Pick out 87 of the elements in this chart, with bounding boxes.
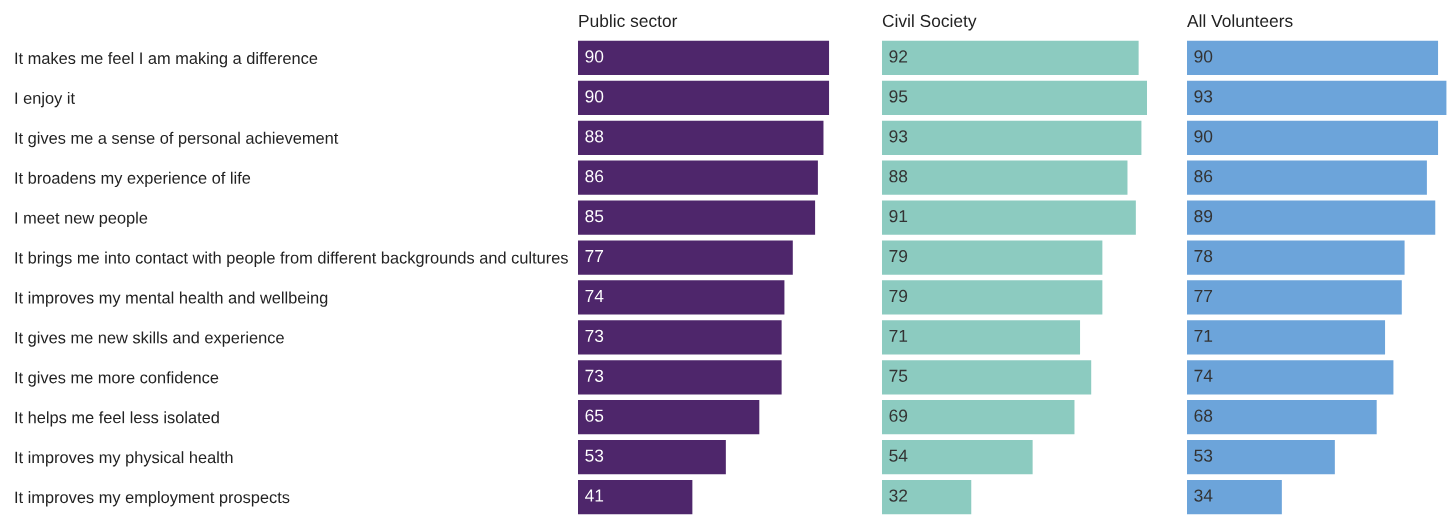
data-label: 92 bbox=[889, 50, 908, 63]
bar bbox=[578, 400, 760, 435]
bar bbox=[882, 400, 1075, 435]
data-label: 73 bbox=[585, 369, 604, 382]
data-label: 79 bbox=[889, 249, 908, 263]
data-label: 88 bbox=[585, 130, 604, 143]
data-label: 71 bbox=[889, 329, 908, 342]
data-label: 86 bbox=[1194, 170, 1213, 183]
data-label: 77 bbox=[585, 250, 604, 263]
bar bbox=[882, 240, 1103, 275]
data-label: 88 bbox=[889, 170, 908, 183]
chart-title: Civil Society bbox=[882, 14, 977, 31]
bar bbox=[578, 280, 785, 315]
bar bbox=[882, 479, 972, 515]
bar bbox=[1187, 360, 1394, 395]
y-tick-label: It improves my employment prospects bbox=[15, 491, 290, 507]
bar bbox=[578, 160, 818, 195]
y-tick-label: It improves my physical health bbox=[15, 451, 233, 467]
data-label: 71 bbox=[1194, 329, 1213, 342]
bar bbox=[1187, 320, 1386, 355]
bar bbox=[882, 40, 1139, 76]
y-tick-label: It gives me more confidence bbox=[15, 371, 219, 387]
data-label: 90 bbox=[1194, 50, 1213, 63]
data-label: 54 bbox=[889, 449, 908, 462]
y-tick-label: It helps me feel less isolated bbox=[15, 411, 219, 427]
data-label: 90 bbox=[1194, 130, 1213, 143]
data-label: 69 bbox=[889, 409, 908, 422]
data-label: 74 bbox=[585, 290, 604, 302]
data-label: 73 bbox=[585, 329, 604, 343]
data-label: 79 bbox=[889, 289, 908, 303]
y-tick-label: It broadens my experience of life bbox=[15, 171, 251, 188]
bar bbox=[1187, 439, 1335, 475]
y-tick-label: It brings me into contact with people from different backgrounds and cultures bbox=[15, 251, 568, 267]
bar bbox=[1187, 240, 1405, 275]
bar bbox=[578, 40, 830, 76]
bar bbox=[882, 160, 1128, 195]
bar bbox=[882, 200, 1136, 235]
chart-title: All Volunteers bbox=[1187, 14, 1293, 28]
data-label: 53 bbox=[1194, 449, 1213, 462]
data-label: 74 bbox=[1194, 369, 1213, 382]
chart-title: Public sector bbox=[579, 14, 678, 28]
data-label: 32 bbox=[889, 489, 908, 502]
bar bbox=[578, 80, 830, 116]
bar bbox=[882, 360, 1092, 395]
data-label: 95 bbox=[889, 90, 908, 103]
y-tick-label: It gives me a sense of personal achievement bbox=[15, 131, 339, 148]
y-tick-label: I meet new people bbox=[15, 211, 148, 227]
data-label: 53 bbox=[585, 449, 604, 462]
bar bbox=[1187, 80, 1447, 116]
bar bbox=[1187, 160, 1427, 195]
data-label: 91 bbox=[889, 209, 908, 223]
y-tick-label: I enjoy it bbox=[15, 91, 75, 108]
bar bbox=[578, 240, 793, 275]
bar bbox=[882, 320, 1081, 355]
data-label: 93 bbox=[889, 130, 908, 143]
data-label: 75 bbox=[889, 369, 908, 382]
bar bbox=[578, 320, 782, 355]
bar bbox=[1187, 200, 1436, 235]
bar bbox=[1187, 280, 1402, 315]
data-label: 86 bbox=[585, 170, 604, 183]
bar bbox=[578, 120, 824, 155]
bar bbox=[882, 120, 1142, 155]
data-label: 65 bbox=[585, 409, 604, 422]
data-label: 90 bbox=[585, 50, 604, 63]
data-label: 77 bbox=[1194, 290, 1213, 302]
bar bbox=[1187, 479, 1282, 515]
data-label: 93 bbox=[1194, 90, 1213, 103]
data-label: 41 bbox=[585, 489, 604, 502]
y-tick-label: It improves my mental health and wellbeing bbox=[15, 291, 328, 307]
bar bbox=[578, 479, 693, 515]
bar bbox=[882, 280, 1103, 315]
bar bbox=[1187, 400, 1377, 435]
y-tick-label: It makes me feel I am making a difference bbox=[15, 52, 318, 68]
bar bbox=[578, 200, 816, 235]
data-label: 68 bbox=[1194, 409, 1213, 422]
bar bbox=[1187, 120, 1439, 155]
data-label: 85 bbox=[585, 209, 604, 223]
bar bbox=[578, 360, 782, 395]
bar bbox=[882, 80, 1147, 116]
data-label: 78 bbox=[1194, 249, 1213, 263]
data-label: 89 bbox=[1194, 209, 1213, 223]
bar bbox=[1187, 40, 1439, 76]
data-label: 34 bbox=[1194, 489, 1213, 502]
data-label: 90 bbox=[585, 90, 604, 103]
y-tick-label: It gives me new skills and experience bbox=[15, 331, 284, 347]
bar bbox=[882, 439, 1033, 475]
bar bbox=[578, 439, 726, 475]
